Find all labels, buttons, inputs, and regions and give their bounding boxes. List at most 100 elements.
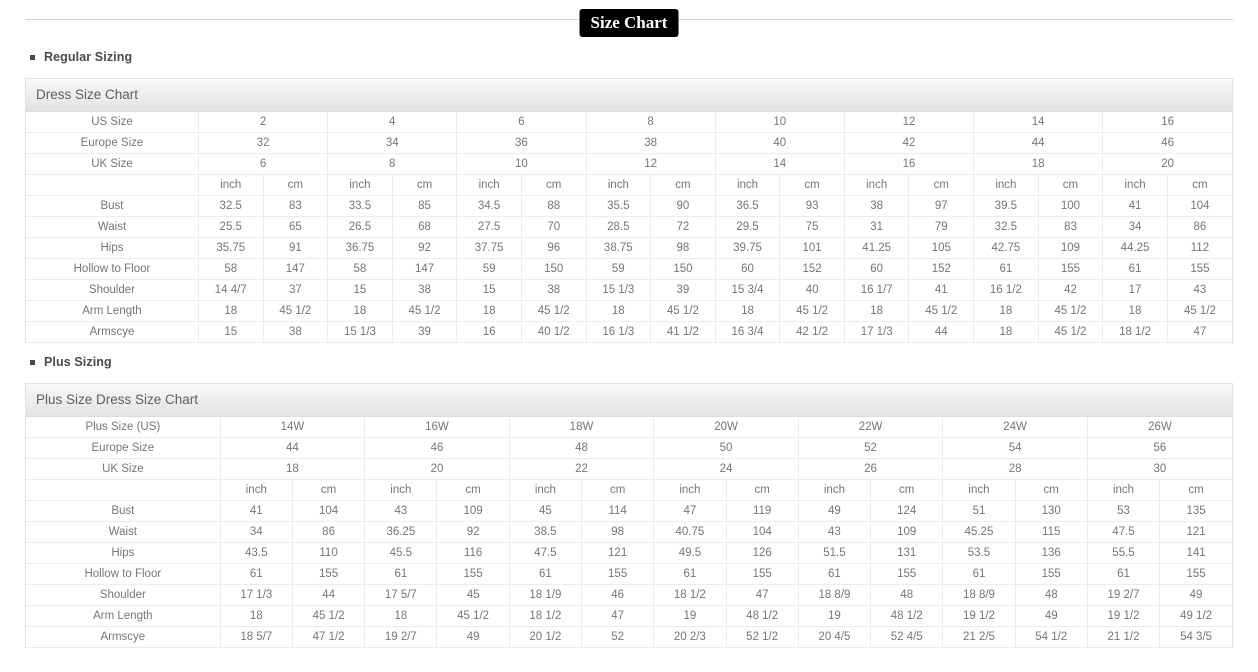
measurement-cell: 18 1/2 xyxy=(1102,321,1168,343)
measurement-cell: 61 xyxy=(798,563,872,585)
measurement-cell: 58 xyxy=(327,258,393,280)
measurement-cell: 131 xyxy=(870,542,944,564)
unit-header-cell: inch xyxy=(509,479,583,501)
table-row: Hips 43.5 110 45.5 116 47.5 121 49.5 126 51.5 131 5… xyxy=(26,542,1232,564)
table-row: UK Size 6 8 10 12 14 16 18 20 xyxy=(26,153,1232,175)
unit-header-cell: cm xyxy=(1038,174,1104,196)
unit-header-cell: cm xyxy=(292,479,366,501)
measurement-cell: 34.5 xyxy=(456,195,522,217)
unit-header-cell: inch xyxy=(1087,479,1161,501)
size-cell: 10 xyxy=(715,112,845,133)
measurement-cell: 155 xyxy=(1159,563,1232,585)
size-cell: 20W xyxy=(653,417,799,438)
measurement-cell: 54 3/5 xyxy=(1159,626,1232,648)
row-label: Waist xyxy=(26,216,199,238)
size-cell: 42 xyxy=(844,132,975,154)
measurement-cell: 49.5 xyxy=(653,542,727,564)
size-cell: 26W xyxy=(1087,417,1232,438)
size-cell: 16 xyxy=(844,153,975,175)
measurement-cell: 17 xyxy=(1102,279,1168,301)
unit-row-blank-label xyxy=(26,174,199,196)
measurement-cell: 61 xyxy=(1087,563,1161,585)
table-row: UK Size 18 20 22 24 26 28 30 xyxy=(26,458,1232,480)
row-label: Bust xyxy=(26,500,221,522)
size-cell: 38 xyxy=(586,132,716,154)
row-label: Waist xyxy=(26,521,221,543)
measurement-cell: 42.75 xyxy=(973,237,1039,259)
unit-header-cell: inch xyxy=(798,479,872,501)
measurement-cell: 136 xyxy=(1015,542,1088,564)
measurement-cell: 18 1/9 xyxy=(509,584,583,606)
table-row: Bust 32.5 83 33.5 85 34.5 88 35.5 90 36.5 93 38 97 39… xyxy=(26,195,1232,217)
measurement-cell: 121 xyxy=(1159,521,1232,543)
row-label: Hips xyxy=(26,237,199,259)
table-row: Waist 34 86 36.25 92 38.5 98 40.75 104 43 109 45.25… xyxy=(26,521,1232,543)
measurement-cell: 44 xyxy=(292,584,366,606)
row-label: Hollow to Floor xyxy=(26,563,221,585)
sections-container: Regular Sizing Dress Size Chart US Size 2 4 6… xyxy=(0,48,1258,648)
measurement-cell: 85 xyxy=(392,195,458,217)
panel-title: Dress Size Chart xyxy=(26,79,1232,112)
bullet-square-icon xyxy=(30,54,35,60)
section-heading-0: Regular Sizing xyxy=(30,48,1258,66)
size-cell: 50 xyxy=(653,437,799,459)
measurement-cell: 37.75 xyxy=(456,237,522,259)
measurement-cell: 109 xyxy=(1038,237,1104,259)
measurement-cell: 41 xyxy=(1102,195,1168,217)
measurement-cell: 36.5 xyxy=(715,195,781,217)
measurement-cell: 52 4/5 xyxy=(870,626,944,648)
measurement-cell: 49 xyxy=(1015,605,1088,627)
row-label: Arm Length xyxy=(26,605,221,627)
measurement-cell: 27.5 xyxy=(456,216,522,238)
measurement-cell: 17 1/3 xyxy=(220,584,293,606)
measurement-cell: 38.75 xyxy=(586,237,652,259)
table-row: Shoulder 17 1/3 44 17 5/7 45 18 1/9 46 18 1/2 47… xyxy=(26,584,1232,606)
measurement-cell: 19 1/2 xyxy=(942,605,1016,627)
measurement-cell: 45 1/2 xyxy=(1038,321,1104,343)
measurement-cell: 45.25 xyxy=(942,521,1016,543)
measurement-cell: 45 1/2 xyxy=(436,605,510,627)
measurement-cell: 147 xyxy=(392,258,458,280)
measurement-cell: 42 1/2 xyxy=(779,321,845,343)
measurement-cell: 18 xyxy=(456,300,522,322)
measurement-cell: 155 xyxy=(292,563,366,585)
size-cell: 22 xyxy=(509,458,655,480)
row-label: UK Size xyxy=(26,153,199,175)
unit-header-cell: cm xyxy=(581,479,655,501)
measurement-cell: 21 1/2 xyxy=(1087,626,1161,648)
measurement-cell: 19 2/7 xyxy=(1087,584,1161,606)
measurement-cell: 38 xyxy=(844,195,910,217)
measurement-cell: 18 xyxy=(973,321,1039,343)
measurement-cell: 109 xyxy=(870,521,944,543)
unit-header-cell: cm xyxy=(1167,174,1232,196)
table-row: Bust 41 104 43 109 45 114 47 119 49 124 51 130 53 135 xyxy=(26,500,1232,522)
measurement-cell: 97 xyxy=(908,195,975,217)
measurement-cell: 59 xyxy=(586,258,652,280)
measurement-cell: 25.5 xyxy=(198,216,264,238)
measurement-cell: 45 1/2 xyxy=(650,300,716,322)
size-cell: 56 xyxy=(1087,437,1232,459)
measurement-cell: 34 xyxy=(1102,216,1168,238)
measurement-cell: 105 xyxy=(908,237,975,259)
measurement-cell: 19 2/7 xyxy=(364,626,438,648)
measurement-cell: 15 xyxy=(456,279,522,301)
unit-row-blank-label xyxy=(26,479,221,501)
row-label: Europe Size xyxy=(26,132,199,154)
measurement-cell: 19 xyxy=(653,605,727,627)
measurement-cell: 43 xyxy=(364,500,438,522)
size-cell: 18W xyxy=(509,417,655,438)
table-row: Europe Size 44 46 48 50 52 54 56 xyxy=(26,437,1232,459)
measurement-cell: 18 5/7 xyxy=(220,626,293,648)
row-label: US Size xyxy=(26,112,199,133)
table-row: Plus Size (US) 14W 16W 18W 20W 22W 24W 26W xyxy=(26,417,1232,438)
table-row: Europe Size 32 34 36 38 40 42 44 46 xyxy=(26,132,1232,154)
measurement-cell: 53 xyxy=(1087,500,1161,522)
measurement-cell: 47 1/2 xyxy=(292,626,366,648)
measurement-cell: 91 xyxy=(263,237,329,259)
measurement-cell: 61 xyxy=(1102,258,1168,280)
measurement-cell: 110 xyxy=(292,542,366,564)
table-row: Hollow to Floor 61 155 61 155 61 155 61 155 61 155… xyxy=(26,563,1232,585)
measurement-cell: 18 1/2 xyxy=(653,584,727,606)
measurement-cell: 115 xyxy=(1015,521,1088,543)
measurement-cell: 19 xyxy=(798,605,872,627)
